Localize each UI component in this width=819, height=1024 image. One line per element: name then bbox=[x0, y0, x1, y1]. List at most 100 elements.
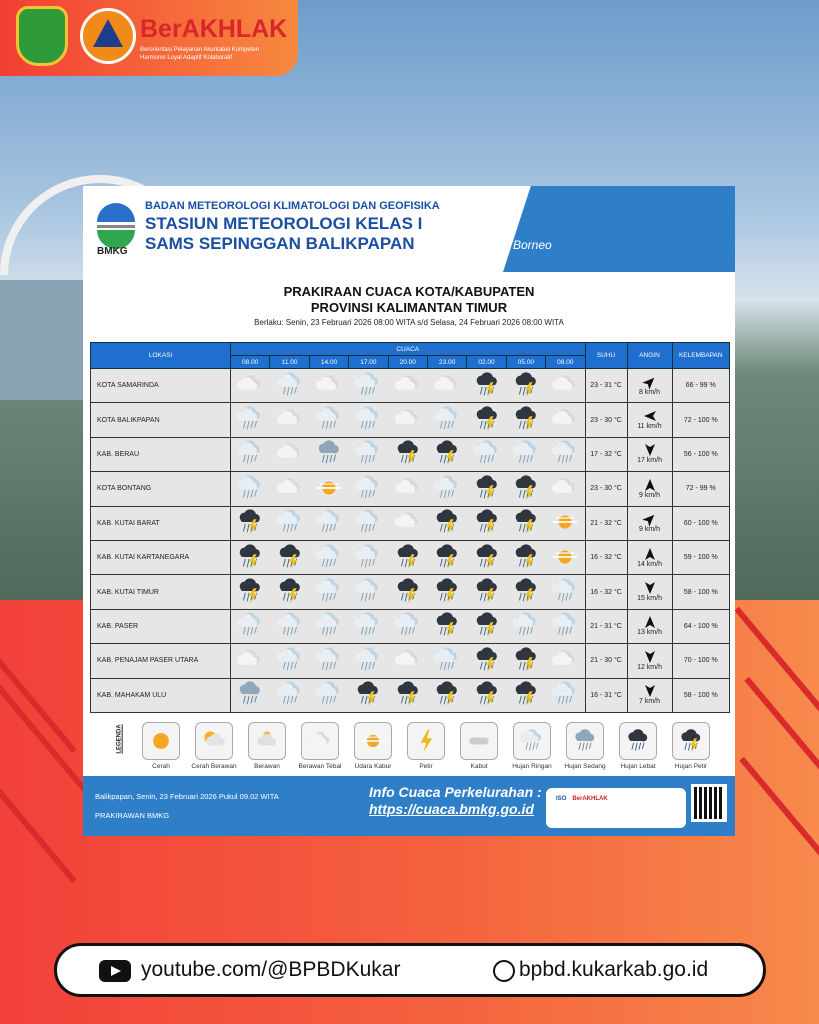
weather-cell bbox=[229, 643, 270, 679]
weather-cell bbox=[348, 608, 389, 645]
legend-item-label: Udara Kabur bbox=[354, 763, 392, 770]
thunderstorm-icon bbox=[681, 729, 701, 753]
legend-icon-box bbox=[301, 722, 339, 760]
thunderstorm-icon bbox=[515, 578, 536, 604]
col-header-angin: ANGIN bbox=[626, 342, 673, 369]
legend: LEGENDA Cerah Cerah Berawan Berawan Berawan… bbox=[91, 720, 731, 778]
light-rain-icon bbox=[551, 681, 575, 705]
top-brand-bar: BerAKHLAK Berorientasi Pelayanan Akuntab… bbox=[0, 0, 298, 76]
location-cell: KAB. PENAJAM PASER UTARA bbox=[90, 643, 231, 679]
location-cell: KAB. KUTAI KARTANEGARA bbox=[90, 539, 231, 576]
legend-item-partly-cloudy: Cerah Berawan bbox=[188, 722, 240, 770]
weather-cell bbox=[309, 436, 349, 473]
info-label: Info Cuaca Perkelurahan : bbox=[369, 784, 542, 800]
weather-cell bbox=[348, 471, 389, 507]
legend-label: LEGENDA bbox=[116, 724, 123, 754]
weather-cell bbox=[466, 471, 507, 507]
wind-speed: 9 km/h bbox=[639, 526, 661, 534]
weather-cell bbox=[229, 539, 270, 576]
weather-cell bbox=[309, 505, 349, 541]
qr-code[interactable] bbox=[691, 784, 727, 822]
time-header: 14.00 bbox=[308, 355, 350, 369]
indonesia-map bbox=[503, 186, 735, 272]
website-link[interactable]: bpbd.kukarkab.go.id bbox=[519, 958, 709, 981]
light-rain-icon bbox=[355, 509, 379, 533]
col-header-cuaca: CUACA bbox=[230, 342, 586, 356]
legend-item-heavy-rain: Hujan Lebat bbox=[612, 722, 664, 770]
overcast-icon bbox=[394, 649, 418, 665]
legend-item-label: Hujan Ringan bbox=[512, 763, 552, 770]
light-rain-icon bbox=[237, 406, 261, 430]
forecast-poster: Borneo BMKG BADAN METEOROLOGI KLIMATOLOG… bbox=[83, 186, 735, 836]
thunderstorm-icon bbox=[436, 578, 457, 604]
weather-cell bbox=[269, 608, 310, 645]
overcast-icon bbox=[394, 478, 418, 494]
weather-cell bbox=[229, 608, 270, 645]
iso-badge: ISO bbox=[556, 796, 567, 802]
partly-cloudy-icon bbox=[204, 731, 225, 746]
weather-cell bbox=[427, 402, 467, 438]
legend-item-lightning: Petir bbox=[400, 722, 452, 770]
thunderstorm-icon bbox=[476, 681, 497, 707]
wind-speed: 13 km/h bbox=[637, 629, 662, 637]
thunderstorm-icon bbox=[476, 406, 497, 432]
weather-cell bbox=[309, 574, 349, 610]
thunderstorm-icon bbox=[397, 543, 418, 569]
thunderstorm-icon bbox=[515, 681, 536, 707]
station-name-2: SAMS SEPINGGAN BALIKPAPAN bbox=[145, 234, 415, 253]
overcast-icon bbox=[394, 374, 418, 390]
youtube-link[interactable]: youtube.com/@BPBDKukar bbox=[141, 958, 401, 981]
legend-item-label: Hujan Sedang bbox=[564, 763, 606, 770]
time-header: 20.00 bbox=[387, 355, 428, 369]
legend-item-label: Hujan Petir bbox=[674, 763, 708, 770]
weather-cell bbox=[348, 677, 389, 713]
legend-item-thunderstorm: Hujan Petir bbox=[665, 722, 717, 770]
weather-cell bbox=[388, 471, 428, 507]
weather-cell bbox=[466, 402, 507, 438]
forecaster: PRAKIRAWAN BMKG bbox=[95, 811, 170, 820]
overcast-icon bbox=[551, 409, 575, 425]
light-rain-icon bbox=[315, 509, 339, 533]
weather-cell bbox=[466, 643, 507, 679]
wind-speed: 9 km/h bbox=[639, 491, 661, 499]
wind-cell: 8 km/h bbox=[626, 367, 673, 404]
thunderstorm-icon bbox=[476, 372, 497, 397]
weather-cell bbox=[388, 643, 428, 679]
info-link[interactable]: https://cuaca.bmkg.go.id bbox=[369, 801, 534, 817]
thunderstorm-icon bbox=[515, 543, 536, 569]
thunderstorm-icon bbox=[476, 475, 497, 501]
wind-cell: 15 km/h bbox=[626, 574, 673, 610]
humidity-cell: 64 - 100 % bbox=[671, 608, 731, 645]
wind-cell: 13 km/h bbox=[626, 608, 673, 645]
overcast-icon bbox=[276, 478, 300, 494]
thunderstorm-icon bbox=[397, 681, 418, 707]
legend-icon-box bbox=[354, 722, 392, 760]
table-row: KOTA BONTANG 23 - 30 °C 9 km/h 72 - 99 % bbox=[90, 471, 731, 507]
thunderstorm-icon bbox=[397, 578, 418, 604]
weather-cell bbox=[348, 574, 389, 610]
thunderstorm-icon bbox=[436, 612, 457, 638]
weather-cell bbox=[388, 436, 428, 473]
berakhlak-logo: BerAKHLAK bbox=[140, 15, 288, 43]
station-name-1: STASIUN METEOROLOGI KELAS I bbox=[145, 214, 423, 233]
wind-cell: 17 km/h bbox=[626, 436, 673, 473]
light-rain-icon bbox=[519, 729, 542, 751]
light-rain-icon bbox=[276, 509, 300, 533]
weather-cell bbox=[269, 505, 310, 541]
thunderstorm-icon bbox=[476, 612, 497, 638]
thunderstorm-icon bbox=[515, 475, 536, 501]
temperature-cell: 17 - 32 °C bbox=[584, 436, 628, 473]
col-header-kelembapan: KELEMBAPAN bbox=[671, 342, 731, 369]
weather-cell bbox=[466, 505, 507, 541]
legend-icon-box bbox=[142, 722, 180, 760]
weather-cell bbox=[269, 471, 310, 507]
humidity-cell: 72 - 99 % bbox=[671, 471, 731, 507]
legend-item-fog: Kabut bbox=[453, 722, 505, 770]
weather-cell bbox=[466, 436, 507, 473]
thunderstorm-icon bbox=[515, 647, 536, 672]
wind-speed: 15 km/h bbox=[637, 595, 662, 603]
temperature-cell: 16 - 32 °C bbox=[584, 574, 628, 610]
thunderstorm-icon bbox=[515, 372, 536, 397]
col-header-lokasi: LOKASI bbox=[90, 342, 231, 369]
legend-icon-box bbox=[195, 722, 233, 760]
